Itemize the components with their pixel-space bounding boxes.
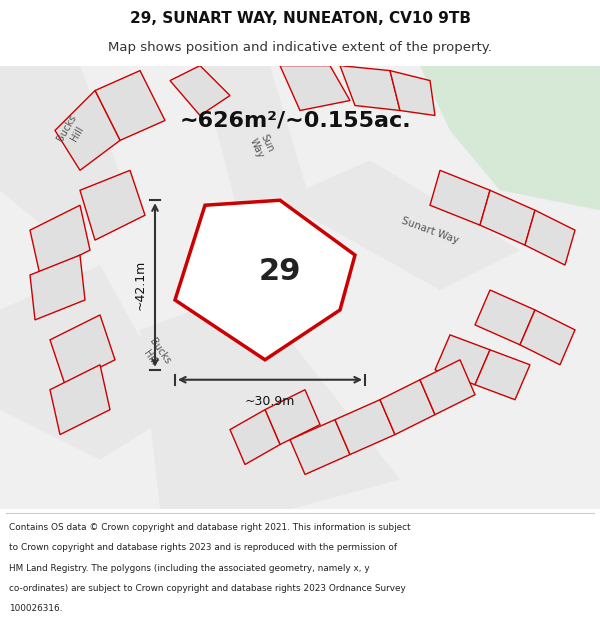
Polygon shape [390,71,435,116]
Polygon shape [430,171,490,225]
Polygon shape [140,290,400,509]
Polygon shape [340,66,400,111]
Text: ~626m²/~0.155ac.: ~626m²/~0.155ac. [179,111,411,131]
Text: 100026316.: 100026316. [9,604,62,613]
Polygon shape [200,66,310,220]
Text: Bucks
Hill: Bucks Hill [138,337,172,373]
Polygon shape [280,66,350,111]
Polygon shape [525,210,575,265]
Polygon shape [30,255,85,320]
Polygon shape [290,419,350,474]
Polygon shape [475,290,535,345]
Polygon shape [280,161,520,290]
Polygon shape [380,380,435,434]
Polygon shape [420,66,600,210]
Polygon shape [480,190,535,245]
Polygon shape [520,310,575,365]
Text: to Crown copyright and database rights 2023 and is reproduced with the permissio: to Crown copyright and database rights 2… [9,544,397,552]
Text: 29: 29 [259,258,301,286]
Text: 29, SUNART WAY, NUNEATON, CV10 9TB: 29, SUNART WAY, NUNEATON, CV10 9TB [130,11,470,26]
Polygon shape [230,409,280,464]
Polygon shape [435,335,490,385]
Text: Sun
Way: Sun Way [248,131,276,159]
Polygon shape [0,265,180,459]
Text: ~30.9m: ~30.9m [245,395,295,408]
Polygon shape [170,66,230,116]
Text: HM Land Registry. The polygons (including the associated geometry, namely x, y: HM Land Registry. The polygons (includin… [9,564,370,572]
Polygon shape [335,399,395,454]
Polygon shape [475,350,530,399]
Polygon shape [50,365,110,434]
Polygon shape [30,205,90,275]
Text: Contains OS data © Crown copyright and database right 2021. This information is : Contains OS data © Crown copyright and d… [9,523,410,532]
Text: Map shows position and indicative extent of the property.: Map shows position and indicative extent… [108,41,492,54]
Polygon shape [420,360,475,414]
Text: Bucks
Hill: Bucks Hill [55,112,89,149]
Text: ~42.1m: ~42.1m [134,260,147,310]
Polygon shape [55,91,120,171]
Polygon shape [265,390,320,444]
Polygon shape [95,71,165,141]
Text: Sunart Way: Sunart Way [400,215,460,245]
Polygon shape [175,200,355,360]
Polygon shape [80,171,145,240]
Text: co-ordinates) are subject to Crown copyright and database rights 2023 Ordnance S: co-ordinates) are subject to Crown copyr… [9,584,406,593]
Polygon shape [50,315,115,385]
Polygon shape [0,66,130,240]
